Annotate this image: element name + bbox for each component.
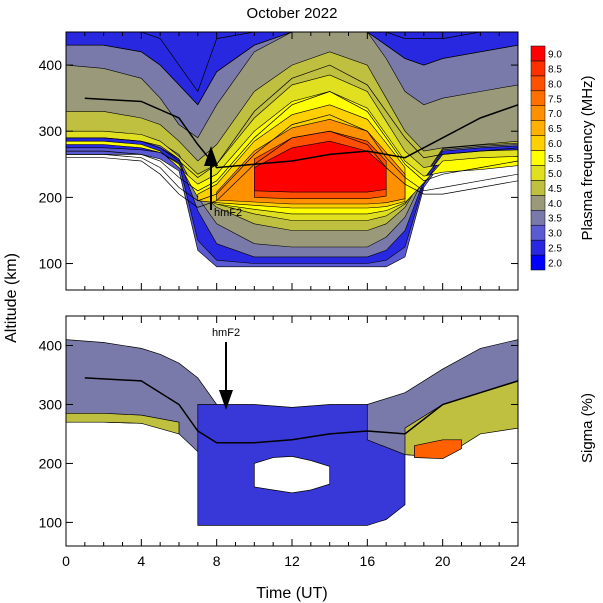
x-tick-label-24: 24 (510, 553, 526, 569)
x-axis-label: Time (UT) (256, 585, 327, 602)
y-tick-label-200: 200 (39, 189, 63, 205)
colorbar-label-8.5: 8.5 (548, 64, 562, 75)
colorbar-label-4.5: 4.5 (548, 184, 562, 195)
top-hmf2-arrow: hmF2 (204, 146, 242, 219)
sigma-left-yellow (66, 412, 180, 435)
colorbar-label-5.5: 5.5 (548, 154, 562, 165)
colorbar-label-3.0: 3.0 (548, 229, 562, 240)
x-tick-label-0: 0 (62, 553, 70, 569)
top-y-ticks: 100 200 300 400 (39, 57, 518, 272)
top-panel: 100 200 300 400 hmF2 October 2022 2.0 2.5 3.0… (39, 5, 596, 291)
colorbar-swatch-7.0 (530, 105, 546, 121)
colorbar-label-5.0: 5.0 (548, 169, 562, 180)
contour-line-4 (66, 114, 518, 202)
chart-title: October 2022 (247, 5, 338, 22)
y-tick-label-300: 300 (39, 396, 63, 412)
colorbar-label-6.5: 6.5 (548, 124, 562, 135)
x-tick-label-20: 20 (435, 553, 451, 569)
colorbar-swatch-6.5 (530, 120, 546, 136)
colorbar-swatch-6.0 (530, 135, 546, 151)
colorbar-swatch-2.0 (530, 254, 546, 271)
top-x-ticks (65, 32, 519, 290)
contour-line-1 (66, 32, 518, 106)
bottom-hmf2-label: hmF2 (212, 327, 240, 339)
colorbar-swatch-8.5 (530, 60, 546, 77)
colorbar-label-2.5: 2.5 (548, 244, 562, 255)
colorbar-label-7.0: 7.0 (548, 109, 562, 120)
contour-line-2 (66, 64, 518, 178)
bottom-y-ticks: 100 200 300 400 (39, 337, 518, 530)
colorbar-swatch-3.5 (530, 210, 546, 226)
top-hmf2-label: hmF2 (214, 207, 242, 219)
contour-line-5 (66, 130, 518, 208)
y-tick-label-400: 400 (39, 337, 63, 353)
colorbar-swatch-5.5 (530, 150, 546, 166)
colorbar-swatch-7.5 (530, 90, 546, 106)
sigma-label: Sigma (%) (579, 393, 596, 463)
colorbar-swatch-9.0 (530, 45, 546, 62)
colorbar-label-9.0: 9.0 (548, 49, 562, 60)
field-band-10 (254, 140, 387, 193)
y-tick-label-300: 300 (39, 123, 63, 139)
bottom-hmf2-arrow: hmF2 (212, 327, 240, 410)
hmf2-line-bottom (84, 377, 519, 444)
colorbar-label-4.0: 4.0 (548, 199, 562, 210)
colorbar-swatch-5.0 (530, 165, 546, 181)
colorbar-swatch-2.5 (530, 239, 546, 256)
y-tick-label-100: 100 (39, 514, 63, 530)
colorbar-swatch-4.5 (530, 180, 546, 196)
colorbar-label-6.0: 6.0 (548, 139, 562, 150)
colorbar-labels: 2.0 2.5 3.0 3.5 4.0 4.5 5.0 5.5 6.0 6.5 7.0 7.5 8.0 8… (548, 49, 562, 269)
colorbar-swatch-4.0 (530, 195, 546, 211)
sigma-white-hole (253, 456, 331, 494)
x-tick-label-12: 12 (284, 553, 300, 569)
contour-line-3 (66, 91, 518, 192)
sigma-right-hot (414, 439, 462, 460)
plasma-frequency-field (66, 32, 518, 268)
x-tick-label-8: 8 (213, 553, 221, 569)
x-tick-label-16: 16 (360, 553, 376, 569)
bottom-x-ticks: 0 4 8 12 16 20 24 (62, 316, 526, 569)
colorbar-title: Plasma frequency (MHz) (579, 75, 596, 240)
colorbar-label-3.5: 3.5 (548, 214, 562, 225)
y-axis-label: Altitude (km) (3, 253, 20, 343)
y-tick-label-100: 100 (39, 256, 63, 272)
colorbar (530, 45, 546, 271)
sigma-field (66, 339, 518, 526)
colorbar-label-7.5: 7.5 (548, 94, 562, 105)
colorbar-label-2.0: 2.0 (548, 259, 562, 270)
colorbar-swatch-3.0 (530, 224, 546, 241)
colorbar-label-8.0: 8.0 (548, 79, 562, 90)
colorbar-swatch-8.0 (530, 75, 546, 92)
hmf2-line (84, 97, 519, 169)
contour-lines (66, 32, 518, 208)
y-tick-label-400: 400 (39, 57, 63, 73)
y-tick-label-200: 200 (39, 455, 63, 471)
contour-line-0 (66, 32, 518, 93)
x-tick-label-4: 4 (137, 553, 145, 569)
